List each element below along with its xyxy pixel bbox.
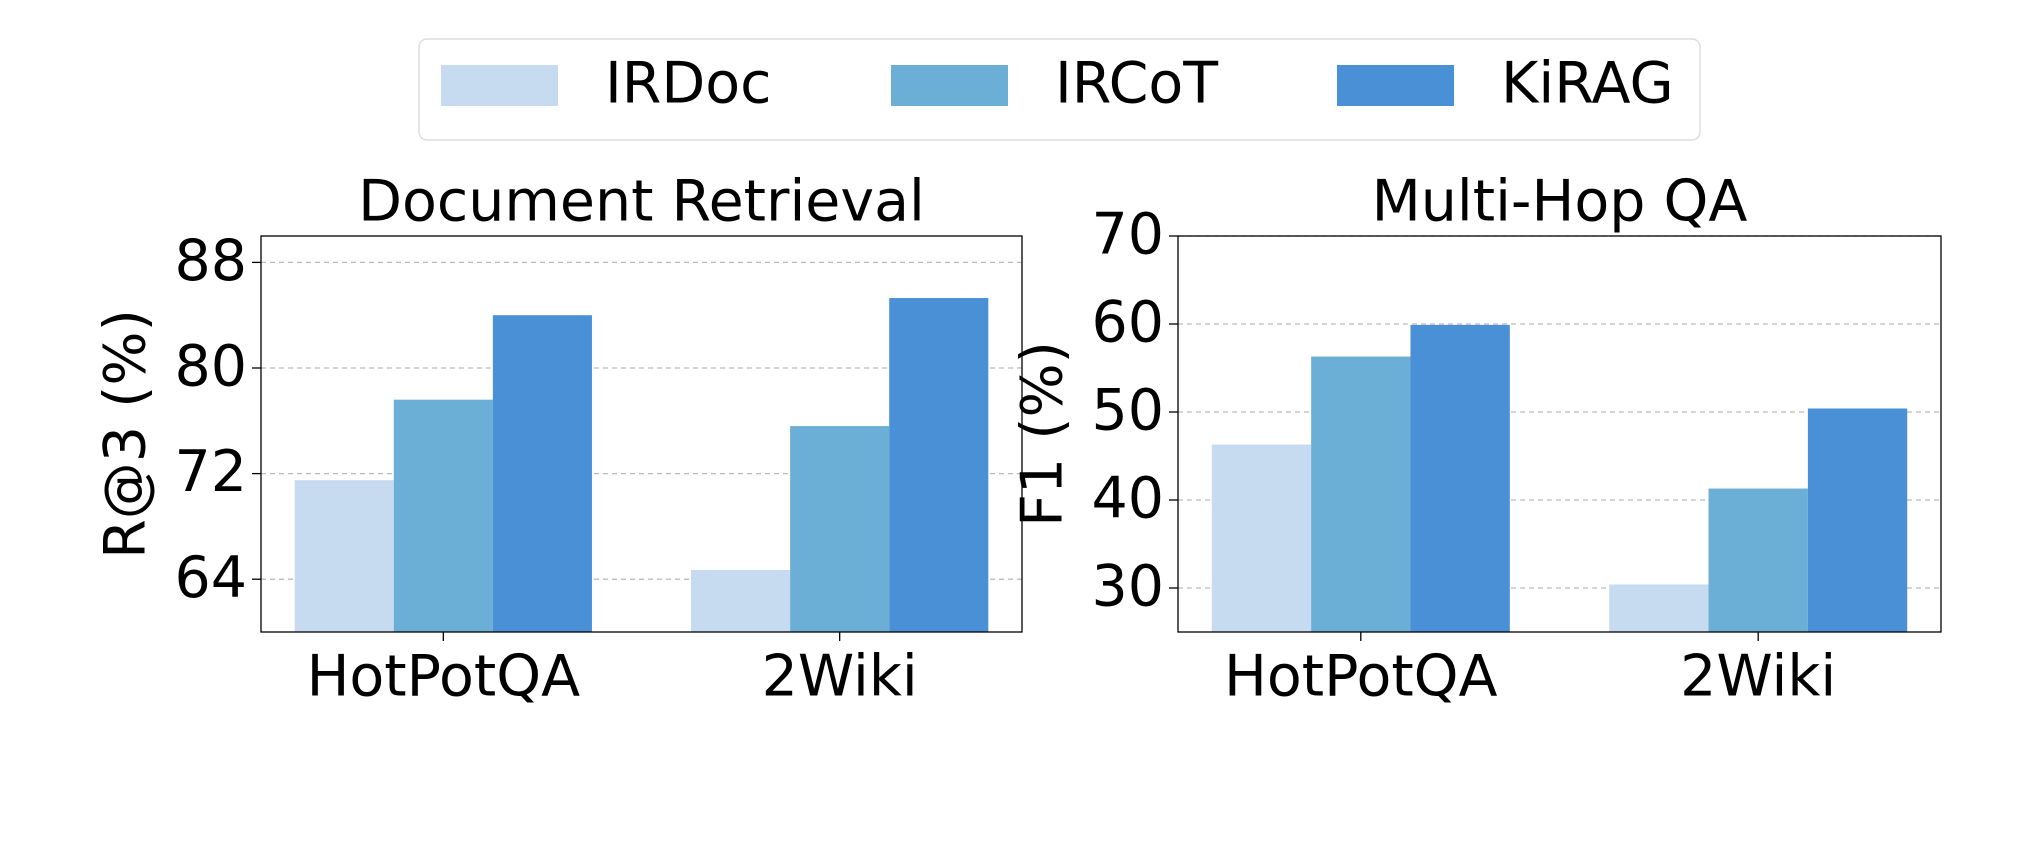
y-tick-label: 30: [1091, 554, 1164, 620]
y-tick-label: 72: [174, 439, 247, 505]
legend-swatch: [1337, 65, 1454, 106]
y-tick-label: 50: [1091, 378, 1164, 444]
chart-title: Document Retrieval: [358, 169, 925, 235]
bar: [1311, 356, 1411, 632]
y-tick-label: 80: [174, 334, 247, 400]
bar: [393, 399, 493, 632]
bar: [1708, 488, 1808, 632]
y-tick-label: 88: [174, 228, 247, 294]
plot-frame: [1177, 235, 1942, 633]
legend-label: IRDoc: [605, 51, 772, 117]
chart-title: Multi-Hop QA: [1372, 169, 1748, 235]
y-tick-label: 60: [1091, 290, 1164, 356]
x-tick-label: HotPotQA: [307, 644, 581, 710]
bar: [1807, 408, 1908, 632]
y-tick-label: 70: [1091, 202, 1164, 268]
x-tick-label: HotPotQA: [1224, 644, 1498, 710]
y-tick-label: 40: [1091, 466, 1164, 532]
plot-frame: [260, 235, 1023, 633]
bar: [889, 298, 989, 632]
bar: [1211, 444, 1312, 632]
legend-swatch: [891, 65, 1008, 106]
legend-box: [418, 38, 1701, 141]
bar: [691, 569, 791, 632]
bar: [790, 426, 890, 632]
x-tick-label: 2Wiki: [762, 644, 918, 710]
legend-swatch: [441, 65, 558, 106]
x-tick-label: 2Wiki: [1680, 644, 1836, 710]
bar: [1410, 324, 1510, 632]
y-axis-label: F1 (%): [1010, 341, 1076, 527]
y-axis-label: R@3 (%): [93, 309, 159, 559]
bar: [294, 480, 394, 632]
legend-label: KiRAG: [1501, 51, 1674, 117]
bar: [1609, 584, 1709, 632]
bar: [492, 315, 592, 632]
legend-label: IRCoT: [1055, 51, 1218, 117]
y-tick-label: 64: [174, 545, 247, 611]
